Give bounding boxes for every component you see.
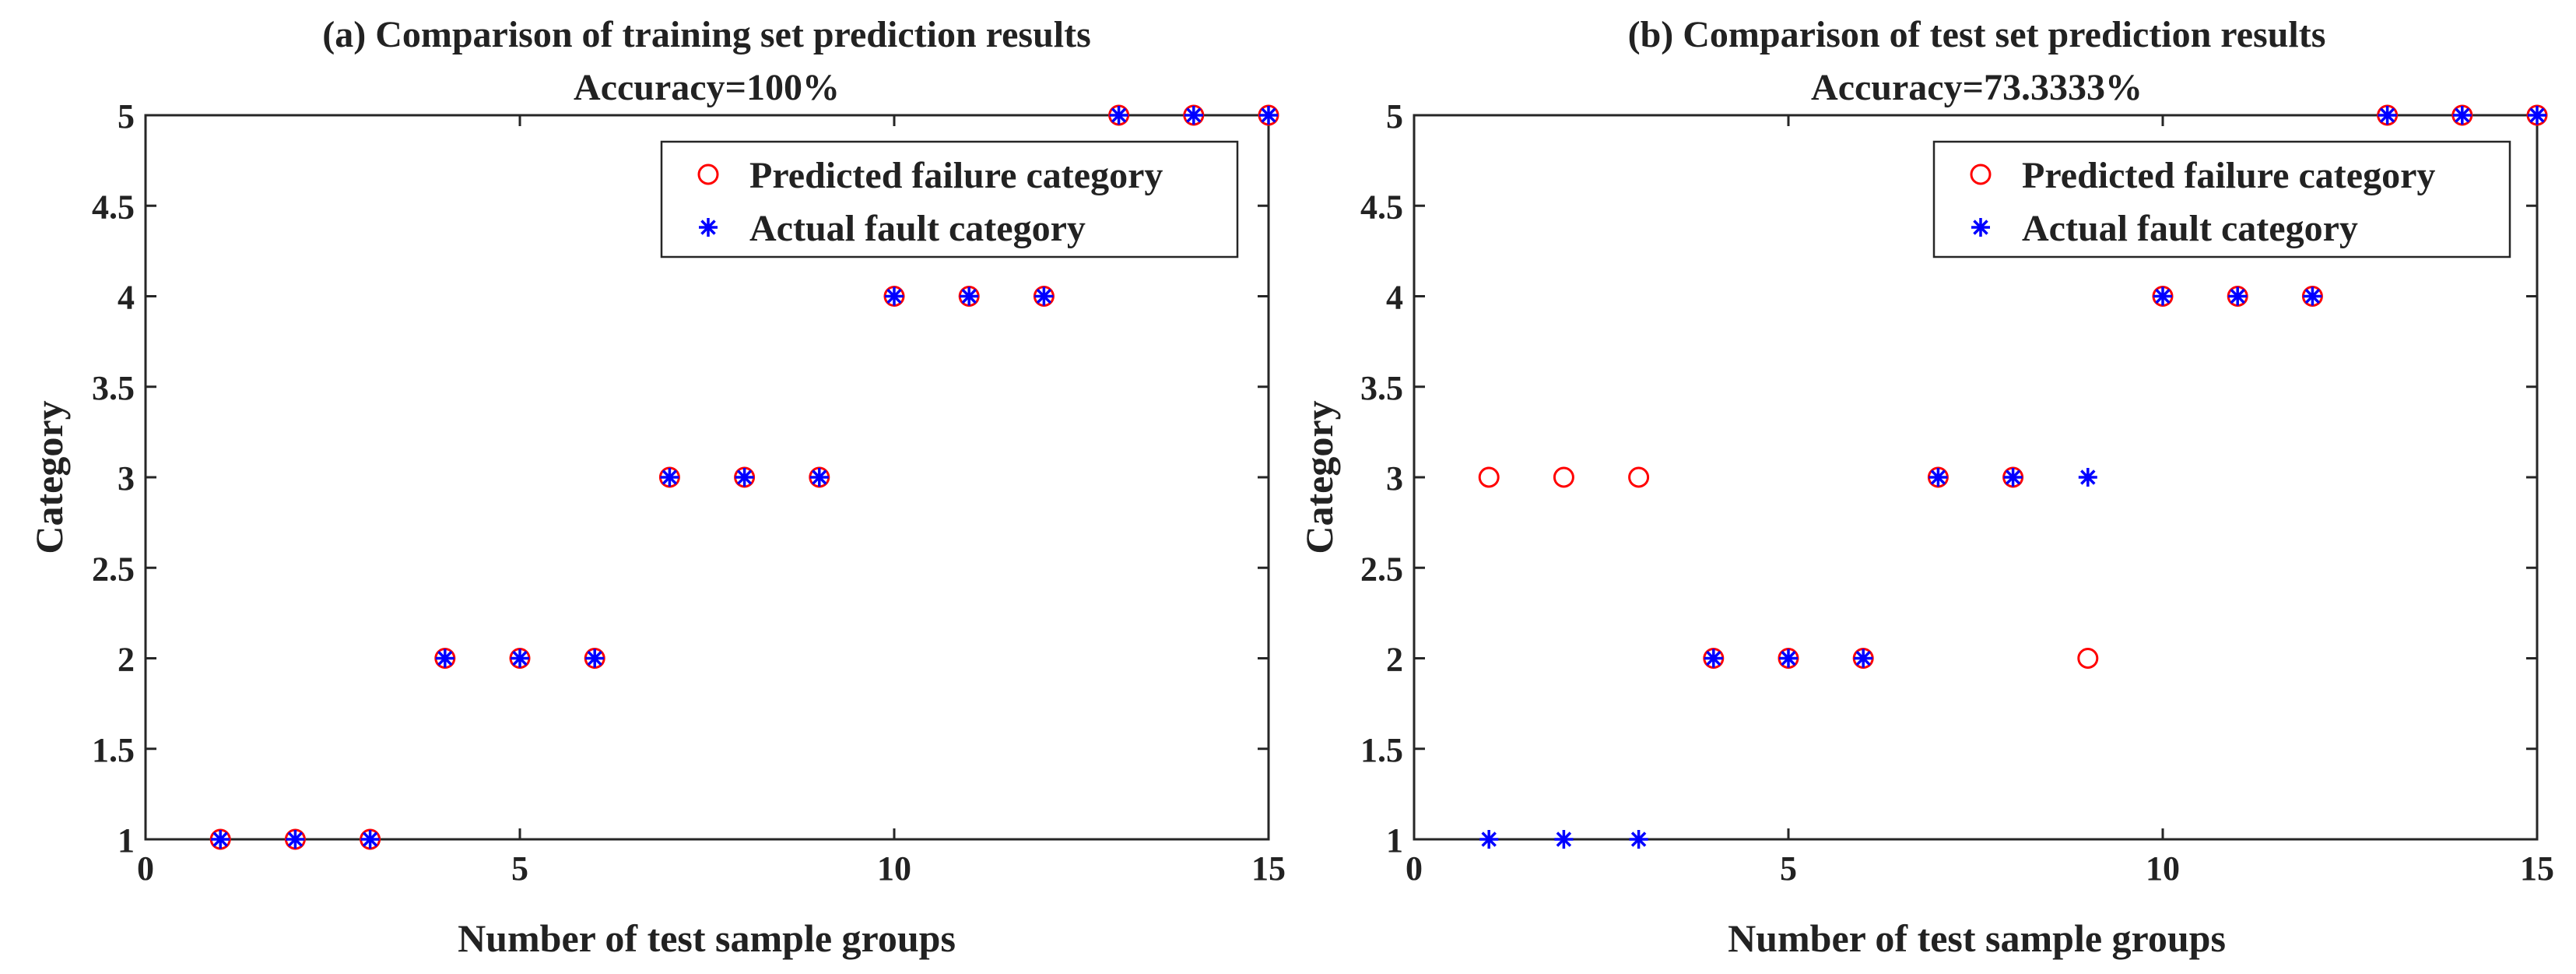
legend-circle-marker: [697, 164, 719, 185]
legend-asterisk-marker: [699, 218, 718, 237]
chart-title: (b) Comparison of test set prediction re…: [1628, 14, 2326, 55]
actual-point: [1928, 468, 1948, 487]
y-tick-label: 2.5: [1360, 550, 1403, 588]
legend-box: [660, 140, 1239, 258]
chart-title: (a) Comparison of training set predictio…: [322, 14, 1091, 55]
actual-point: [1629, 830, 1648, 849]
legend-label-predicted: Predicted failure category: [2022, 155, 2435, 196]
data-marks: [1478, 104, 2548, 849]
actual-point: [660, 468, 679, 487]
data-marks: [209, 104, 1279, 850]
x-tick-label: 5: [511, 849, 528, 888]
y-tick-label: 1: [118, 821, 135, 860]
y-tick-label: 2: [1386, 641, 1403, 679]
actual-point: [1779, 649, 1798, 668]
actual-point: [1109, 106, 1128, 125]
actual-point: [1479, 830, 1499, 849]
y-tick-label: 4: [1386, 279, 1403, 317]
y-tick-label: 2.5: [92, 550, 135, 588]
x-axis-label: Number of test sample groups: [458, 916, 956, 960]
actual-point: [211, 830, 230, 849]
actual-point: [1854, 649, 1873, 668]
actual-point: [735, 468, 754, 487]
y-axis-ticks: 1 1.5 2 2.5 3 3.5 4 4.5 5: [92, 97, 1269, 860]
y-axis-label: Category: [27, 400, 71, 554]
y-tick-label: 2: [118, 641, 135, 679]
panel-test: (b) Comparison of test set prediction re…: [1297, 14, 2554, 960]
x-axis-ticks: 0 5 10 15: [1406, 115, 2554, 888]
x-axis-ticks: 0 5 10 15: [137, 115, 1286, 888]
actual-point: [1184, 106, 1203, 125]
actual-point: [2228, 287, 2248, 306]
actual-point: [1259, 106, 1278, 125]
x-tick-label: 10: [877, 849, 911, 888]
x-tick-label: 0: [1406, 849, 1423, 888]
x-tick-label: 10: [2146, 849, 2180, 888]
y-tick-label: 3.5: [92, 369, 135, 407]
actual-point: [2378, 106, 2397, 125]
actual-point: [809, 468, 829, 487]
x-tick-label: 15: [1251, 849, 1286, 888]
chart-subtitle: Accuracy=73.3333%: [1811, 67, 2143, 108]
actual-point: [2528, 106, 2546, 125]
y-tick-label: 3: [1386, 459, 1403, 498]
x-axis-label: Number of test sample groups: [1728, 916, 2226, 960]
y-axis-label: Category: [1297, 400, 1341, 554]
actual-point: [2153, 287, 2172, 306]
actual-point: [360, 830, 380, 849]
legend-circle-marker: [1970, 164, 1992, 185]
x-tick-label: 0: [137, 849, 154, 888]
y-tick-label: 4.5: [1360, 188, 1403, 226]
predicted-point: [1553, 466, 1574, 488]
predicted-point: [2077, 648, 2099, 669]
actual-point: [1034, 287, 1054, 306]
actual-point: [885, 287, 904, 306]
y-tick-label: 4.5: [92, 188, 135, 226]
legend-box: [1932, 140, 2511, 258]
y-axis-ticks: 1 1.5 2 2.5 3 3.5 4 4.5 5: [1360, 97, 2537, 860]
actual-point: [585, 649, 605, 668]
y-tick-label: 3.5: [1360, 369, 1403, 407]
actual-point: [286, 830, 305, 849]
x-tick-label: 15: [2520, 849, 2554, 888]
legend-label-actual: Actual fault category: [749, 208, 1086, 249]
legend-asterisk-marker: [1971, 218, 1990, 237]
actual-point: [435, 649, 454, 668]
legend: Predicted failure category Actual fault …: [660, 140, 1239, 258]
y-tick-label: 3: [118, 459, 135, 498]
actual-point: [511, 649, 529, 668]
predicted-point: [1478, 466, 1500, 488]
y-tick-label: 4: [118, 279, 135, 317]
y-tick-label: 1.5: [1360, 731, 1403, 769]
actual-point: [2452, 106, 2472, 125]
y-tick-label: 1: [1386, 821, 1403, 860]
actual-point: [2303, 287, 2322, 306]
legend-label-predicted: Predicted failure category: [749, 155, 1163, 196]
actual-point: [1704, 649, 1723, 668]
predicted-point: [1628, 466, 1650, 488]
actual-point: [2078, 468, 2097, 487]
actual-point: [960, 287, 979, 306]
legend-label-actual: Actual fault category: [2022, 208, 2358, 249]
y-tick-label: 1.5: [92, 731, 135, 769]
y-tick-label: 5: [1386, 97, 1403, 135]
actual-point: [2003, 468, 2023, 487]
y-tick-label: 5: [118, 97, 135, 135]
legend: Predicted failure category Actual fault …: [1932, 140, 2511, 258]
chart-subtitle: Accuracy=100%: [574, 67, 840, 108]
panel-training: (a) Comparison of training set predictio…: [27, 14, 1286, 960]
x-tick-label: 5: [1780, 849, 1797, 888]
actual-point: [1554, 830, 1574, 849]
